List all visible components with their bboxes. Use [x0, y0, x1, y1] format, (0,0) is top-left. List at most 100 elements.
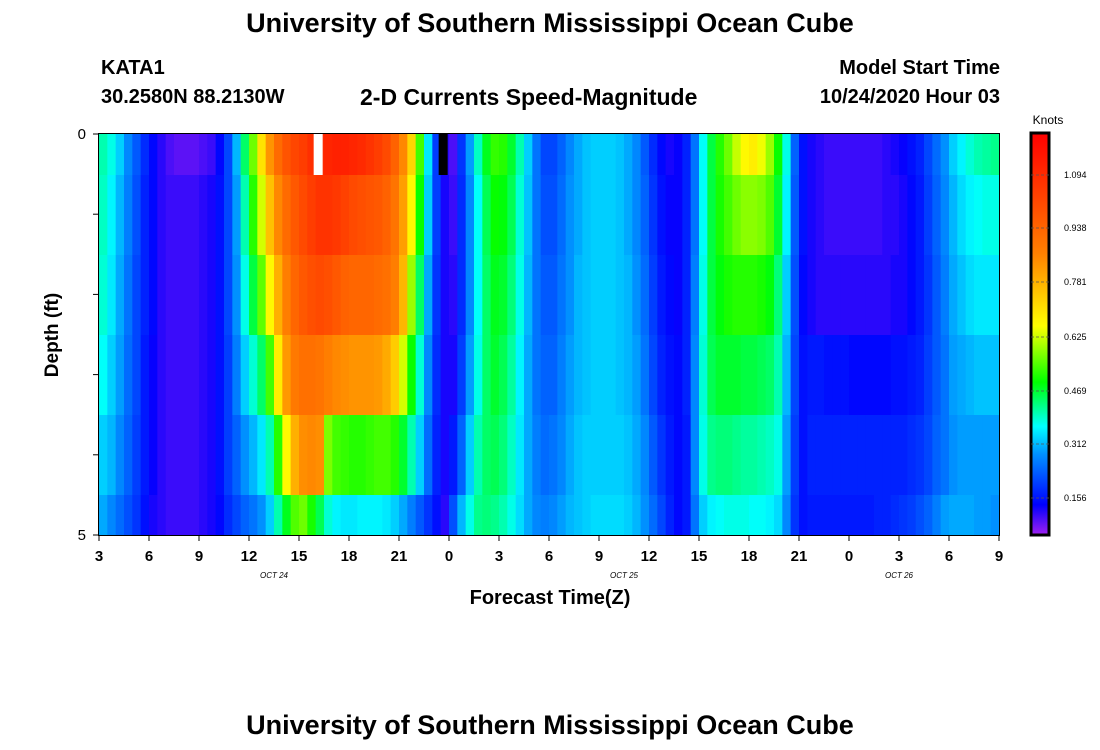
heatmap-cell [424, 134, 433, 175]
heatmap-cell [774, 335, 783, 415]
heatmap-cell [940, 495, 950, 535]
heatmap-cell [149, 495, 158, 535]
heatmap-cell [949, 134, 958, 175]
heatmap-cell [924, 255, 933, 335]
heatmap-cell [657, 495, 667, 535]
heatmap-cell [749, 255, 758, 335]
heatmap-cell [699, 415, 708, 495]
heatmap-cell [132, 415, 142, 495]
heatmap-cell [565, 255, 575, 335]
heatmap-cell [757, 134, 767, 175]
heatmap-cell [724, 415, 733, 495]
heatmap-cell [990, 495, 1000, 535]
heatmap-cell [324, 175, 333, 255]
heatmap-cell [924, 495, 933, 535]
heatmap-cell [607, 134, 617, 175]
heatmap-cell [357, 175, 367, 255]
heatmap-cell [574, 335, 583, 415]
heatmap-cell [349, 255, 358, 335]
heatmap-cell [340, 134, 350, 175]
heatmap-cell [490, 335, 500, 415]
heatmap-cell [390, 255, 400, 335]
heatmap-cell [124, 415, 133, 495]
heatmap-cell [549, 415, 558, 495]
heatmap-cell [232, 415, 242, 495]
heatmap-cell [415, 175, 425, 255]
heatmap-cell [899, 415, 908, 495]
heatmap-cell [149, 335, 158, 415]
heatmap-cell [499, 335, 508, 415]
heatmap-cell [682, 175, 692, 255]
heatmap-cell [424, 415, 433, 495]
heatmap-cell [424, 495, 433, 535]
heatmap-cell [624, 175, 633, 255]
heatmap-cell [699, 335, 708, 415]
heatmap-cell [799, 255, 808, 335]
heatmap-cell [357, 134, 367, 175]
heatmap-cell [249, 255, 258, 335]
heatmap-cell [257, 415, 267, 495]
heatmap-cell [449, 134, 458, 175]
heatmap-cell [982, 335, 992, 415]
heatmap-cell [582, 255, 592, 335]
heatmap-cell [99, 175, 108, 255]
heatmap-cell [557, 415, 567, 495]
heatmap-cell [299, 415, 308, 495]
heatmap-cell [115, 175, 125, 255]
x-tick-label: 21 [791, 548, 808, 565]
heatmap-cell [349, 335, 358, 415]
heatmap-cell [382, 495, 392, 535]
heatmap-cell [557, 175, 567, 255]
heatmap-cell [457, 415, 467, 495]
heatmap-cell [632, 415, 642, 495]
heatmap-cell [457, 335, 467, 415]
heatmap-cell [515, 175, 525, 255]
heatmap-cell [907, 335, 917, 415]
heatmap-cell [282, 335, 292, 415]
heatmap-special-cell [313, 134, 323, 175]
heatmap-cell [882, 175, 892, 255]
heatmap-cell [257, 335, 267, 415]
heatmap-cell [765, 134, 775, 175]
heatmap-cell [832, 335, 842, 415]
colorbar [1029, 131, 1051, 537]
heatmap-cell [407, 415, 417, 495]
heatmap-cell [774, 415, 783, 495]
heatmap-cell [249, 335, 258, 415]
heatmap-cell [357, 255, 367, 335]
heatmap-cell [882, 255, 892, 335]
heatmap-cell [715, 134, 725, 175]
heatmap-cell [115, 335, 125, 415]
heatmap-cell [865, 255, 875, 335]
heatmap-cell [299, 134, 308, 175]
heatmap-cell [682, 335, 692, 415]
heatmap-cell [407, 335, 417, 415]
heatmap-cell [874, 495, 883, 535]
heatmap-cell [124, 335, 133, 415]
heatmap-cell [590, 175, 600, 255]
heatmap-cell [965, 134, 975, 175]
heatmap-cell [849, 255, 858, 335]
heatmap-cell [132, 134, 142, 175]
heatmap-cell [965, 255, 975, 335]
heatmap-cell [249, 415, 258, 495]
heatmap-cell [749, 134, 758, 175]
heatmap-cell [857, 335, 867, 415]
heatmap-cell [149, 134, 158, 175]
heatmap-cell [507, 335, 517, 415]
heatmap-cell [732, 495, 742, 535]
heatmap-cell [507, 255, 517, 335]
heatmap-cell [257, 495, 267, 535]
heatmap-cell [557, 335, 567, 415]
heatmap-cell [674, 495, 683, 535]
heatmap-cell [207, 255, 217, 335]
heatmap-cell [124, 175, 133, 255]
page-title-bottom: University of Southern Mississippi Ocean… [246, 710, 854, 740]
heatmap-cell [707, 335, 717, 415]
heatmap-cell [207, 335, 217, 415]
heatmap-cell [349, 495, 358, 535]
heatmap-cell [240, 335, 250, 415]
heatmap-cell [524, 175, 533, 255]
heatmap-cell [99, 134, 108, 175]
heatmap-cell [890, 255, 900, 335]
